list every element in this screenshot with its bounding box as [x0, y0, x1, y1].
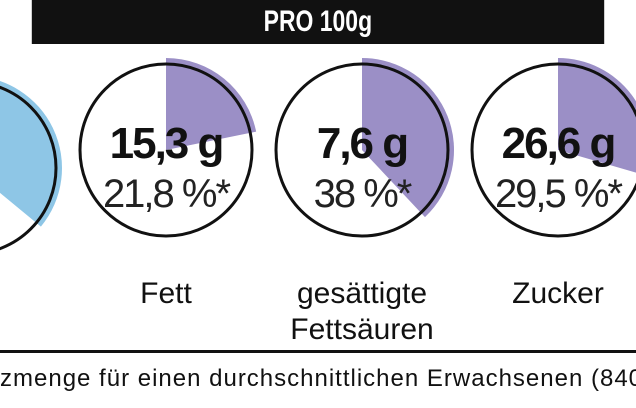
label-fett: Fett — [96, 276, 236, 312]
nutrient-gauges: 15,3 g 21,8 %* 7,6 g 38 %* 26,6 g 29,5 %… — [0, 58, 636, 251]
gauge-gesaettigte-fettsaeuren-percent: 38 %* — [314, 172, 412, 216]
gauge-fett-wedge — [166, 58, 257, 150]
gauge-zucker-value: 26,6 g — [502, 119, 615, 168]
gauge-fett-ring — [78, 62, 254, 238]
gauge-zucker-ring — [470, 62, 636, 238]
gauge-fett: 15,3 g 21,8 %* — [78, 58, 257, 238]
gauge-fett-percent: 21,8 %* — [103, 172, 231, 216]
label-zucker: Zucker — [488, 276, 628, 312]
gauge-fett-value: 15,3 g — [110, 119, 223, 168]
gauge-partial-left-wedge — [0, 81, 62, 227]
gauge-zucker: 26,6 g 29,5 %* — [470, 58, 636, 238]
gauge-zucker-percent: 29,5 %* — [495, 172, 623, 216]
label-gesaettigte-fettsaeuren-line-2: Fettsäuren — [290, 313, 434, 346]
gauge-partial-left — [0, 81, 62, 251]
label-gesaettigte-fettsaeuren-line-1: gesättigte — [296, 277, 428, 310]
footnote-text: zmenge für einen durchschnittlichen Erwa… — [0, 365, 636, 392]
header-title: PRO 100g — [263, 5, 373, 38]
gauge-partial-left-ring — [0, 85, 58, 251]
label-fett-line-1: Fett — [140, 277, 192, 310]
label-gesaettigte-fettsaeuren: gesättigte Fettsäuren — [262, 276, 462, 348]
label-zucker-line-1: Zucker — [512, 277, 604, 310]
divider-line — [0, 350, 636, 353]
footnote: zmenge für einen durchschnittlichen Erwa… — [0, 362, 636, 396]
gauge-gesaettigte-fettsaeuren-ring — [274, 62, 450, 238]
header-bar: PRO 100g — [31, 0, 605, 44]
gauge-gesaettigte-fettsaeuren: 7,6 g 38 %* — [274, 58, 455, 238]
gauge-gesaettigte-fettsaeuren-value: 7,6 g — [317, 119, 407, 168]
